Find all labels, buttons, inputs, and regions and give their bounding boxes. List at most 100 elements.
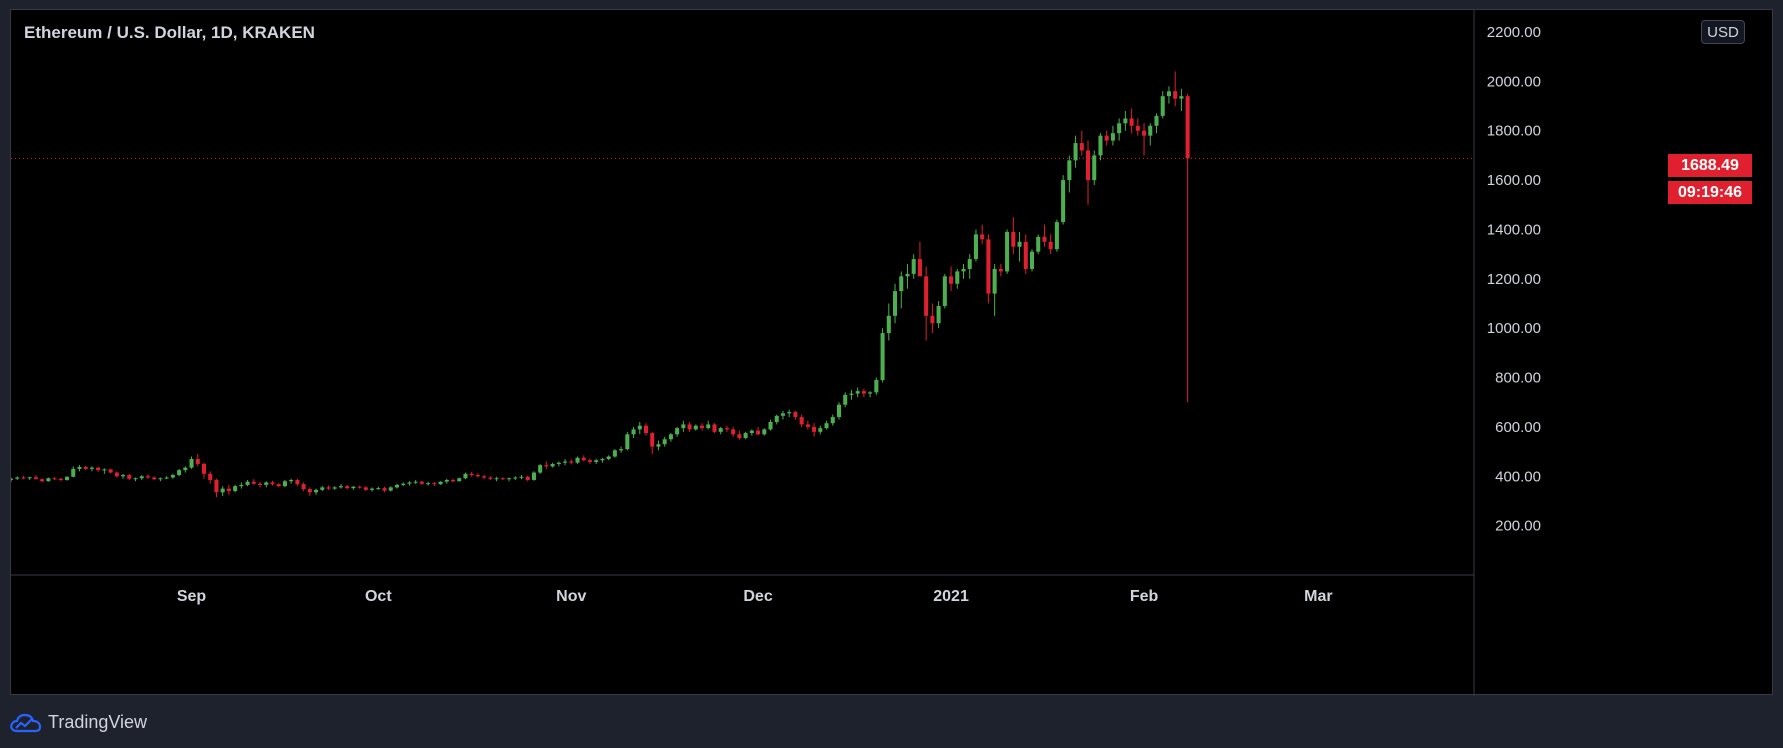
tradingview-brand[interactable]: TradingView [10, 711, 147, 733]
candle-body [1148, 125, 1153, 136]
candle [307, 487, 312, 497]
time-axis[interactable]: Sep Oct Nov Dec 2021 Feb Mar [177, 588, 1333, 605]
candle-body [370, 488, 375, 490]
candle-body [1061, 180, 1066, 223]
candle [114, 471, 119, 478]
candle-body [662, 439, 667, 445]
candle [139, 475, 144, 480]
candle [787, 409, 792, 418]
candle [426, 481, 431, 486]
candle-body [973, 234, 978, 260]
candle-body [874, 380, 879, 393]
candle-body [245, 481, 250, 485]
candle-body [824, 423, 829, 429]
candle [357, 485, 362, 489]
candle [973, 229, 978, 262]
price-tick-label: 200.00 [1495, 518, 1541, 535]
candle [1042, 224, 1047, 247]
candle-body [96, 467, 101, 471]
candle-body [158, 478, 163, 480]
candle [575, 456, 580, 464]
chart-frame[interactable]: 200.00 400.00 600.00 800.00 1000.00 1200.00 14… [10, 9, 1774, 696]
candle [893, 283, 898, 324]
candle [1117, 118, 1122, 141]
candle [469, 471, 474, 477]
candle [643, 423, 649, 436]
time-tick-label: Oct [365, 588, 392, 605]
candle-body [967, 259, 972, 269]
candle-body [457, 478, 462, 482]
candle [11, 477, 14, 482]
candle-body [33, 477, 38, 480]
candle [749, 429, 754, 436]
candle [1129, 108, 1134, 134]
candle-body [861, 391, 866, 394]
candle [121, 473, 126, 479]
candle [282, 479, 287, 488]
candle-body [58, 478, 63, 480]
candle [1005, 229, 1010, 274]
candle [1029, 249, 1035, 272]
candle [1017, 231, 1022, 262]
candle-body [345, 486, 350, 489]
candle [507, 477, 512, 482]
candle [1173, 71, 1178, 107]
candle [413, 479, 418, 485]
candle-body [625, 434, 630, 450]
candle-body [164, 477, 169, 479]
candle [563, 458, 568, 466]
candle [855, 387, 860, 398]
candle-body [295, 479, 300, 485]
candle-body [1185, 96, 1190, 159]
candle-body [469, 473, 474, 476]
candle [419, 480, 424, 485]
candle [843, 392, 848, 408]
candle [1048, 234, 1053, 255]
candle [550, 462, 555, 468]
price-axis[interactable]: 200.00 400.00 600.00 800.00 1000.00 1200.00 14… [1487, 24, 1541, 535]
candle [201, 462, 207, 479]
candle [1110, 125, 1115, 146]
candle-body [27, 477, 32, 479]
candle [731, 426, 736, 437]
candle-body [382, 488, 387, 491]
price-chart[interactable]: 200.00 400.00 600.00 800.00 1000.00 1200.00 14… [11, 10, 1774, 696]
currency-button[interactable]: USD [1701, 20, 1745, 44]
candle-body [1160, 96, 1165, 116]
candle-body [818, 428, 823, 432]
candle-body [893, 291, 898, 316]
price-tick-label: 1400.00 [1487, 221, 1541, 238]
candle-body [886, 315, 891, 334]
candle [675, 426, 680, 437]
candle-body [980, 234, 985, 240]
candle-body [681, 424, 686, 429]
candle [874, 377, 879, 395]
candle-body [475, 475, 480, 477]
candle-body [226, 488, 231, 492]
candle [89, 466, 94, 472]
candle-body [1036, 236, 1041, 252]
candle-body [338, 486, 343, 488]
candle [482, 475, 487, 480]
candle [152, 476, 157, 480]
candle [525, 475, 530, 482]
candle-body [737, 434, 742, 439]
candle [463, 472, 468, 480]
candle-body [332, 487, 337, 489]
candle [849, 389, 854, 400]
candle [780, 410, 785, 420]
candle [382, 486, 387, 493]
candle-body [488, 477, 493, 479]
candle [513, 476, 518, 480]
candle-body [805, 424, 810, 427]
candle-body [270, 482, 275, 485]
candle [544, 461, 549, 469]
price-tick-label: 600.00 [1495, 419, 1541, 436]
candle [96, 466, 101, 472]
candle [756, 426, 761, 436]
candle-body [65, 476, 70, 480]
last-price-label: 1688.49 [1668, 154, 1752, 177]
candle [102, 468, 107, 474]
candle-body [531, 472, 536, 480]
price-tick-label: 1600.00 [1487, 172, 1541, 189]
